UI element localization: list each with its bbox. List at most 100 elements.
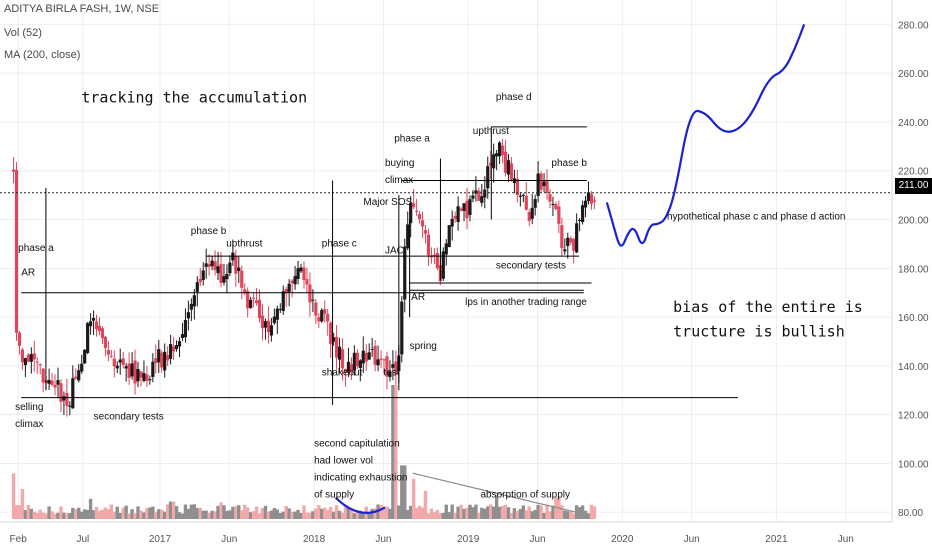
volume-bar	[533, 509, 537, 519]
y-tick-label: 80.00	[898, 508, 923, 519]
volume-bar	[320, 508, 324, 519]
candle-body	[382, 359, 386, 361]
candle-body	[364, 352, 368, 362]
volume-bar	[388, 508, 392, 519]
volume-bar	[536, 504, 540, 519]
volume-bar	[373, 508, 377, 519]
volume-bar	[394, 385, 398, 519]
chart-annotation: absorption of supply	[481, 490, 571, 501]
candle-body	[234, 256, 238, 274]
volume-bar	[311, 511, 315, 519]
volume-bar	[379, 505, 383, 519]
volume-bar	[77, 507, 81, 519]
volume-bar	[447, 512, 451, 519]
candle-body	[127, 363, 131, 378]
volume-bar	[299, 512, 303, 519]
y-tick-label: 220.00	[898, 167, 929, 178]
candle-body	[355, 352, 359, 367]
candle-body	[361, 350, 365, 364]
volume-bar	[471, 507, 475, 519]
candle-body	[444, 243, 448, 255]
candle-body	[477, 190, 481, 201]
candle-body	[272, 316, 276, 324]
candle-body	[320, 309, 324, 322]
volume-bar	[269, 510, 274, 519]
candle-body	[536, 173, 540, 196]
candle-body	[160, 352, 164, 368]
y-tick-label: 120.00	[898, 411, 929, 422]
candle-body	[423, 230, 428, 234]
volume-bar	[207, 512, 211, 519]
candle-body	[515, 178, 519, 196]
candle-body	[115, 365, 119, 369]
volume-bar	[130, 509, 134, 519]
volume-bar	[512, 508, 517, 519]
volume-bar	[11, 473, 16, 519]
candle-body	[566, 237, 570, 247]
volume-bar	[420, 507, 425, 519]
candle-body	[474, 190, 478, 194]
candle-body	[38, 364, 42, 366]
volume-bar	[352, 513, 357, 519]
candle-body	[228, 262, 232, 274]
candle-body	[219, 264, 223, 283]
volume-bar	[171, 501, 176, 519]
volume-bar	[545, 504, 549, 519]
volume-bar	[154, 511, 158, 519]
candle-body	[148, 379, 152, 381]
volume-bar	[59, 506, 63, 519]
candle-body	[195, 282, 199, 292]
candle-body	[59, 383, 63, 402]
candle-body	[243, 289, 247, 294]
volume-bar	[186, 508, 191, 519]
candle-body	[486, 166, 490, 189]
candlesticks	[11, 138, 597, 417]
y-tick-label: 100.00	[898, 459, 929, 470]
volume-bar	[228, 510, 232, 519]
candle-body	[435, 253, 439, 269]
x-tick-label: Feb	[10, 534, 28, 545]
candle-body	[106, 350, 110, 355]
volume-bar	[133, 513, 137, 519]
candle-body	[489, 162, 493, 166]
candle-body	[266, 320, 271, 333]
candle-body	[346, 361, 351, 372]
volume-bar	[527, 506, 531, 519]
candle-body	[358, 360, 362, 368]
candle-body	[373, 346, 377, 365]
volume-bar	[151, 506, 155, 519]
chart-annotation: hypothetical phase c and phase d action	[667, 212, 845, 223]
candle-body	[400, 301, 404, 355]
volume-bar	[71, 507, 75, 519]
candle-body	[337, 346, 342, 360]
volume-bar	[477, 512, 481, 519]
candle-body	[186, 312, 191, 319]
volume-bar	[503, 504, 508, 519]
candle-body	[237, 267, 241, 272]
candle-body	[533, 199, 537, 208]
candle-body	[180, 334, 185, 338]
candle-body	[545, 180, 549, 193]
candle-body	[317, 317, 321, 322]
x-tick-label: Jun	[221, 534, 237, 545]
volume-bar	[145, 508, 149, 519]
volume-bar	[337, 510, 342, 519]
volume-bar	[423, 490, 428, 519]
candle-body	[74, 376, 78, 379]
chart-annotation: phase d	[496, 92, 532, 103]
y-tick-label: 240.00	[898, 118, 929, 129]
candle-body	[124, 366, 128, 369]
candle-body	[391, 364, 395, 368]
volume-bar	[486, 506, 490, 519]
volume-bar	[305, 512, 309, 519]
candle-body	[349, 364, 354, 373]
volume-bar	[192, 504, 197, 519]
candle-body	[352, 352, 356, 371]
candle-body	[480, 196, 484, 203]
volume-bar	[521, 505, 526, 519]
candle-body	[88, 321, 93, 327]
chart-annotation: secondary tests	[496, 260, 566, 271]
chart-annotation: Major SOS	[363, 197, 412, 208]
y-tick-label: 200.00	[898, 216, 929, 227]
